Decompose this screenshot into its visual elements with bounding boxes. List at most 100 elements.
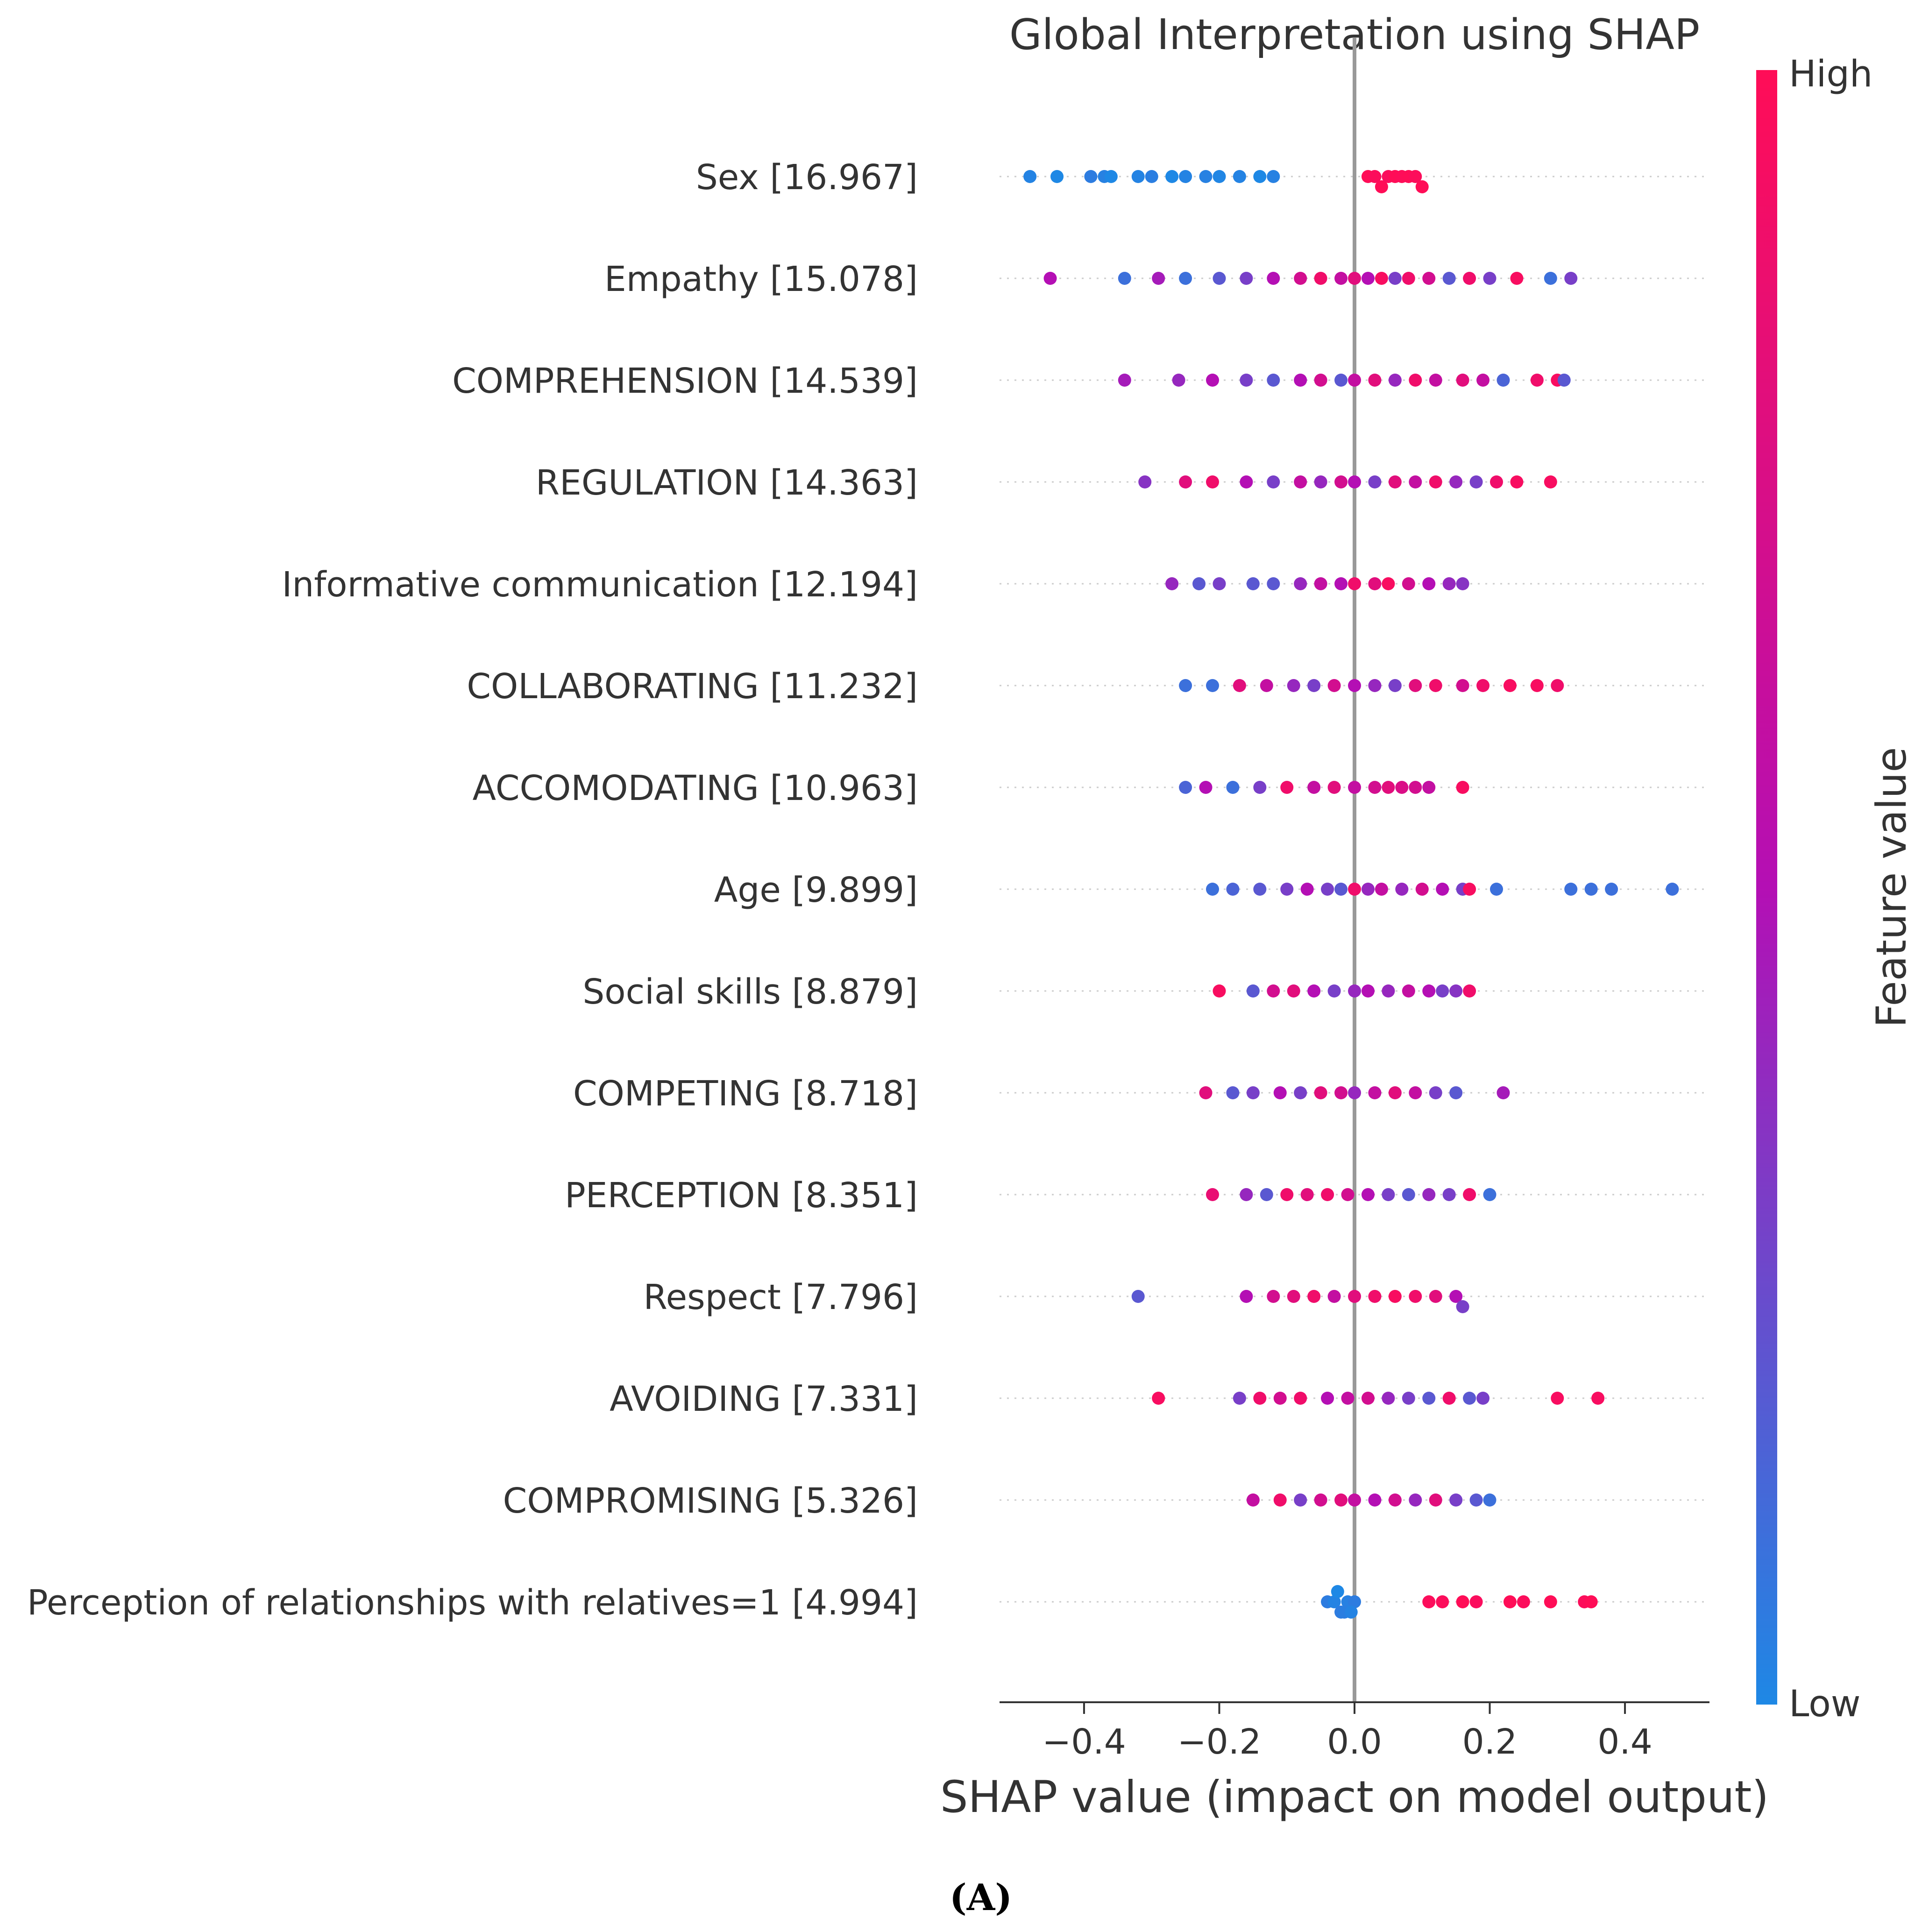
shap-point bbox=[1382, 1188, 1395, 1201]
shap-point bbox=[1253, 1392, 1267, 1405]
shap-point bbox=[1551, 1392, 1564, 1405]
shap-point bbox=[1395, 883, 1409, 896]
shap-point bbox=[1280, 1188, 1294, 1201]
shap-point bbox=[1344, 1606, 1358, 1619]
shap-point bbox=[1429, 1086, 1442, 1099]
shap-point bbox=[1442, 272, 1456, 285]
shap-point bbox=[1530, 374, 1544, 387]
shap-point bbox=[1348, 1595, 1361, 1608]
shap-point bbox=[1179, 679, 1192, 692]
shap-point bbox=[1253, 883, 1267, 896]
shap-point bbox=[1544, 475, 1557, 488]
shap-point bbox=[1233, 679, 1246, 692]
shap-point bbox=[1240, 1188, 1253, 1201]
shap-point bbox=[1490, 883, 1503, 896]
shap-point bbox=[1267, 170, 1280, 183]
shap-point bbox=[1409, 475, 1422, 488]
shap-point bbox=[1206, 475, 1219, 488]
shap-point bbox=[1273, 1493, 1287, 1507]
shap-point bbox=[1240, 374, 1253, 387]
shap-point bbox=[1409, 679, 1422, 692]
shap-point bbox=[1199, 170, 1213, 183]
shap-point bbox=[1280, 883, 1294, 896]
shap-point bbox=[1206, 679, 1219, 692]
shap-point bbox=[1334, 374, 1348, 387]
shap-point bbox=[1402, 577, 1415, 590]
shap-point bbox=[1456, 679, 1469, 692]
shap-point bbox=[1449, 475, 1463, 488]
shap-point bbox=[1314, 577, 1327, 590]
shap-point bbox=[1415, 883, 1429, 896]
x-tick-label: −0.2 bbox=[1177, 1722, 1262, 1762]
colorbar bbox=[1756, 70, 1777, 1705]
shap-point bbox=[1388, 272, 1402, 285]
figure-caption: (A) bbox=[950, 1876, 1012, 1919]
colorbar-title: Feature value bbox=[1867, 747, 1915, 1028]
shap-point bbox=[1179, 170, 1192, 183]
shap-point bbox=[1436, 1595, 1449, 1608]
feature-label: Age [9.899] bbox=[714, 870, 918, 910]
shap-point bbox=[1253, 781, 1267, 794]
shap-point bbox=[1449, 984, 1463, 998]
shap-point bbox=[1104, 170, 1118, 183]
shap-point bbox=[1415, 180, 1429, 193]
feature-label: Empathy [15.078] bbox=[604, 259, 918, 299]
shap-point bbox=[1334, 577, 1348, 590]
shap-point bbox=[1334, 475, 1348, 488]
shap-point bbox=[1260, 1188, 1273, 1201]
shap-point bbox=[1422, 1188, 1436, 1201]
shap-point bbox=[1436, 984, 1449, 998]
shap-point bbox=[1179, 475, 1192, 488]
shap-point bbox=[1442, 1392, 1456, 1405]
shap-point bbox=[1213, 170, 1226, 183]
shap-point bbox=[1165, 170, 1179, 183]
shap-point bbox=[1348, 883, 1361, 896]
shap-point bbox=[1267, 475, 1280, 488]
feature-label: COLLABORATING [11.232] bbox=[467, 666, 918, 707]
shap-point bbox=[1348, 475, 1361, 488]
shap-point bbox=[1456, 781, 1469, 794]
shap-point bbox=[1368, 170, 1382, 183]
shap-point bbox=[1463, 1392, 1476, 1405]
shap-point bbox=[1246, 1086, 1260, 1099]
shap-point bbox=[1496, 1086, 1510, 1099]
shap-point bbox=[1449, 1086, 1463, 1099]
shap-point bbox=[1429, 475, 1442, 488]
shap-point bbox=[1463, 272, 1476, 285]
shap-point bbox=[1294, 1086, 1307, 1099]
shap-point bbox=[1023, 170, 1037, 183]
shap-point bbox=[1294, 577, 1307, 590]
shap-point bbox=[1442, 577, 1456, 590]
shap-point bbox=[1300, 1188, 1314, 1201]
shap-point bbox=[1368, 781, 1382, 794]
shap-point bbox=[1476, 679, 1490, 692]
shap-point bbox=[1388, 475, 1402, 488]
shap-point bbox=[1327, 679, 1341, 692]
shap-point bbox=[1287, 984, 1300, 998]
shap-point bbox=[1382, 984, 1395, 998]
shap-point bbox=[1463, 1188, 1476, 1201]
shap-point bbox=[1361, 883, 1375, 896]
shap-point bbox=[1456, 577, 1469, 590]
shap-point bbox=[1287, 1290, 1300, 1303]
shap-point bbox=[1442, 1188, 1456, 1201]
shap-point bbox=[1422, 1392, 1436, 1405]
shap-point bbox=[1368, 475, 1382, 488]
shap-point bbox=[1348, 1290, 1361, 1303]
shap-point bbox=[1294, 1493, 1307, 1507]
feature-rows: Sex [16.967] Empathy [15.078] COMPREHENSIO… bbox=[27, 157, 1709, 1623]
shap-point bbox=[1510, 272, 1524, 285]
shap-point bbox=[1145, 170, 1158, 183]
shap-point bbox=[1348, 781, 1361, 794]
shap-point bbox=[1544, 1595, 1557, 1608]
shap-point bbox=[1321, 1188, 1334, 1201]
shap-point bbox=[1361, 1392, 1375, 1405]
shap-point bbox=[1307, 679, 1321, 692]
shap-point bbox=[1240, 475, 1253, 488]
shap-point bbox=[1436, 883, 1449, 896]
shap-point bbox=[1267, 577, 1280, 590]
shap-point bbox=[1409, 170, 1422, 183]
shap-point bbox=[1409, 1493, 1422, 1507]
shap-point bbox=[1334, 272, 1348, 285]
feature-label: Informative communication [12.194] bbox=[282, 565, 918, 605]
